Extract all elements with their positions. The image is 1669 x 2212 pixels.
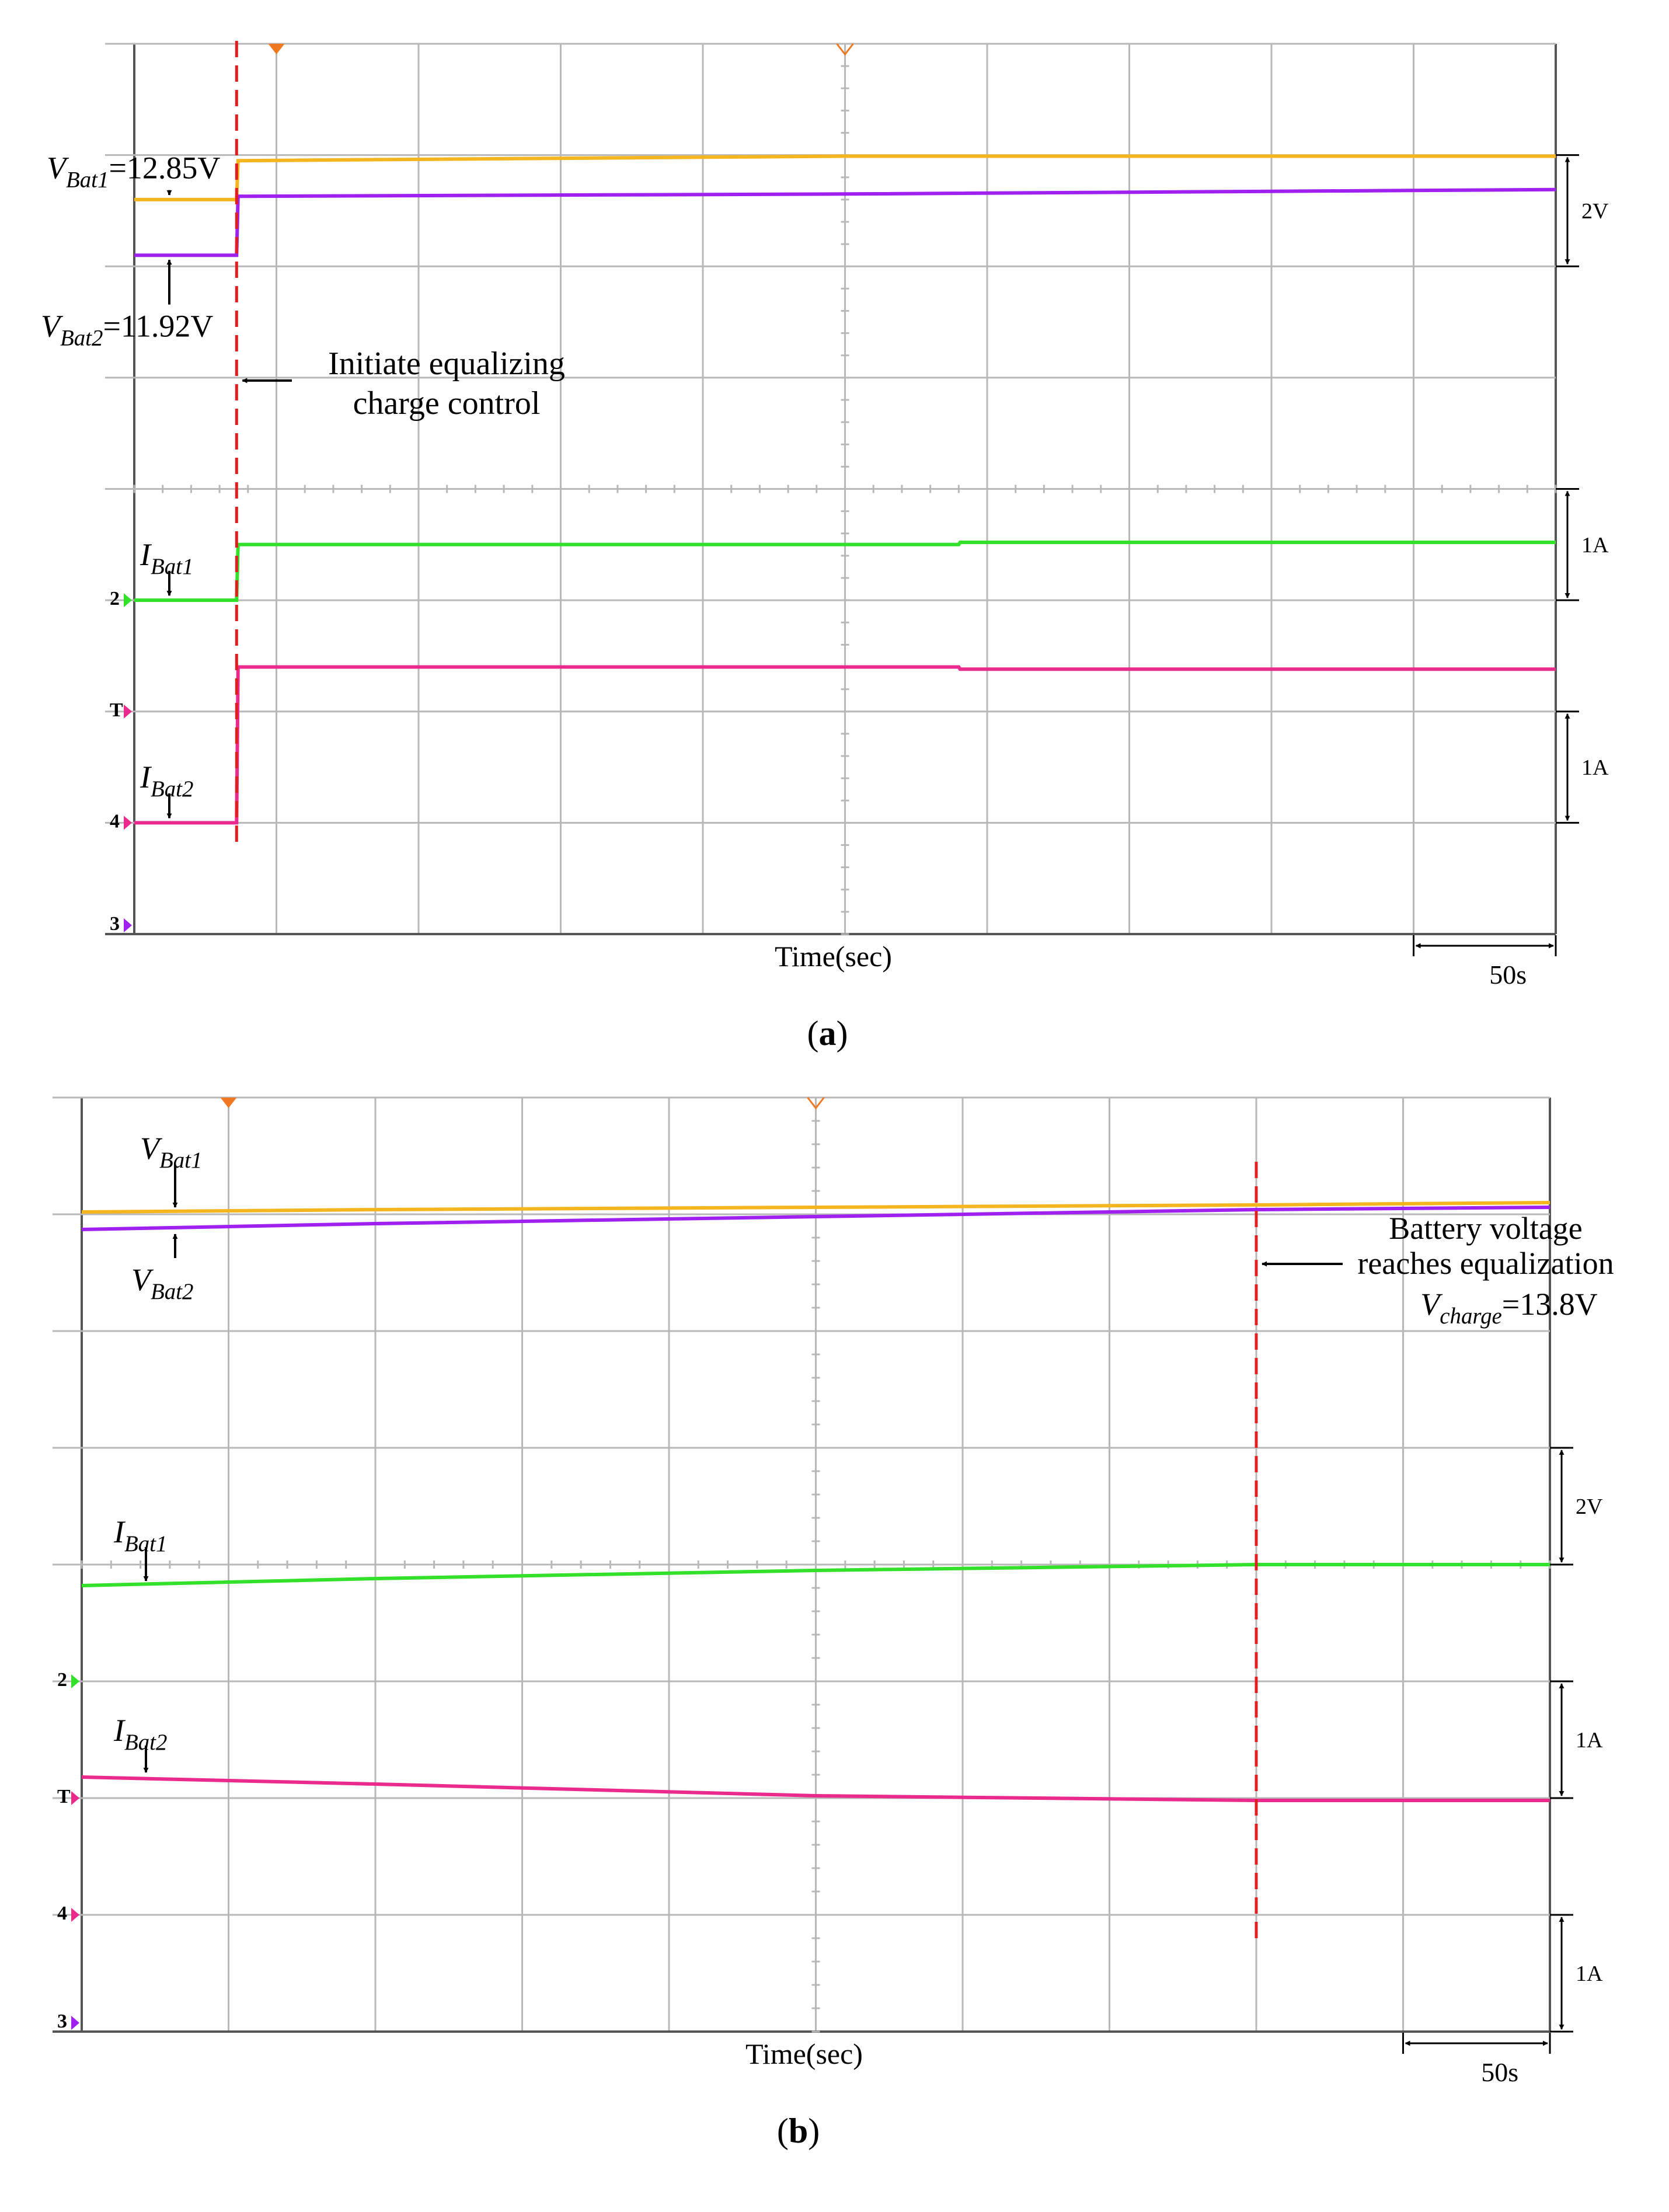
channel-marker-arrow [71,2016,79,2030]
event-label-line1: Initiate equalizing [328,346,565,382]
series-vbat1 [134,154,1556,201]
channel-marker-4: 4 [57,1903,67,1924]
label-ibat2: IBat2 [113,1713,167,1755]
label-ibat2: IBat2 [140,760,193,802]
series-ibat2 [134,665,1556,825]
label-vbat2: VBat2=11.92V [41,309,213,351]
channel-marker-arrow [71,1791,79,1805]
scale-label: 1A [1581,533,1609,558]
label-ibat1: IBat1 [113,1514,167,1556]
scale-label: 1A [1581,755,1609,780]
series-ibat1 [134,541,1556,602]
panel-label: (b) [777,2112,820,2150]
event-label-line1: Battery voltage [1389,1211,1582,1246]
scale-label: 1A [1576,1728,1603,1753]
channel-marker-arrow [124,704,132,719]
label-ibat1: IBat1 [140,537,193,579]
time-scale-label: 50s [1489,960,1527,990]
channel-marker-2: 2 [57,1669,67,1691]
channel-marker-2: 2 [110,588,120,609]
channel-marker-3: 3 [110,913,120,935]
series-ibat2 [81,1775,1550,1802]
scale-label: 2V [1576,1495,1603,1519]
trigger-marker [220,1098,237,1108]
series-ibat1 [81,1563,1550,1587]
channel-marker-T: T [57,1786,71,1807]
channel-marker-T: T [110,699,123,721]
channel-marker-arrow [124,593,132,608]
series-vbat2 [81,1206,1550,1231]
event-label-line3: Vcharge=13.8V [1420,1287,1597,1329]
event-label-line2: charge control [353,385,541,422]
time-scale-label: 50s [1481,2057,1518,2087]
event-label-line2: reaches equalization [1357,1246,1614,1281]
x-axis-label: Time(sec) [775,940,892,973]
series-vbat1 [81,1201,1550,1214]
trigger-position-marker [807,1097,825,1110]
grid [105,43,1557,935]
channel-marker-arrow [124,918,132,932]
panel-label: (a) [807,1014,848,1053]
channel-marker-arrow [71,1908,79,1922]
panel-a: 2 T 4 3 2V 1A 1A 50s Time(sec) (a) VBat1=12.85V VBa… [41,41,1609,1053]
label-vbat1: VBat1=12.85V [47,151,220,193]
label-vbat2: VBat2 [131,1262,193,1304]
channel-marker-arrow [71,1674,79,1688]
channel-marker-arrow [124,816,132,830]
x-axis-label: Time(sec) [745,2037,863,2070]
scale-label: 2V [1581,199,1609,224]
label-vbat1: VBat1 [140,1131,202,1173]
trigger-marker [268,44,285,54]
channel-marker-4: 4 [110,810,120,832]
channel-marker-3: 3 [57,2011,67,2032]
scale-label: 1A [1576,1962,1603,1986]
trigger-position-marker [836,43,854,56]
panel-b: 2 T 4 3 2V 1A 1A 50s Time(sec) (b) VBat1 VBat2 IBat1… [53,1096,1614,2150]
